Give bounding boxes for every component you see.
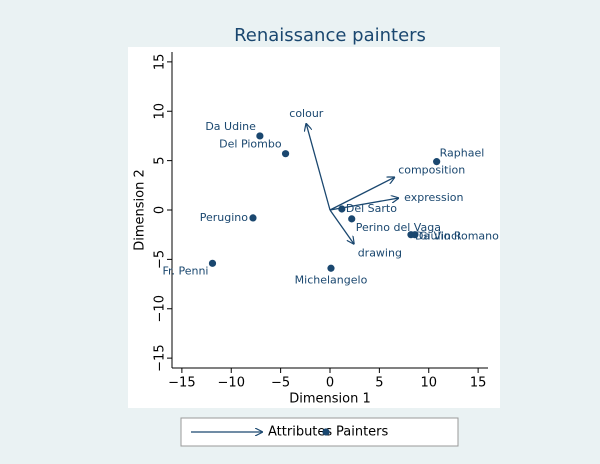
- painter-point: [281, 150, 290, 158]
- attribute-label: composition: [398, 163, 465, 176]
- legend-label: Painters: [336, 425, 389, 440]
- x-tick-label: 15: [470, 376, 487, 391]
- x-tick-label: −15: [168, 376, 195, 391]
- painter-point: [338, 205, 346, 213]
- painter-point: [348, 215, 356, 223]
- painter-point: [433, 158, 441, 166]
- y-tick-label: −10: [153, 295, 168, 322]
- x-tick-label: −5: [271, 376, 290, 391]
- painter-label: Fr. Penni: [162, 264, 208, 277]
- x-tick-label: 5: [375, 376, 383, 391]
- painter-label: Da Udine: [205, 120, 256, 133]
- y-tick-label: −5: [153, 250, 168, 269]
- painter-label: Michelangelo: [295, 273, 368, 286]
- chart-title: Renaissance painters: [234, 25, 426, 46]
- attribute-label: colour: [289, 107, 324, 120]
- y-tick-label: 0: [153, 206, 168, 214]
- y-tick-label: 15: [153, 54, 168, 71]
- x-tick-label: 10: [420, 376, 437, 391]
- painter-point: [249, 214, 257, 222]
- attribute-arrow: [329, 209, 354, 244]
- x-axis-label: Dimension 1: [289, 392, 371, 407]
- y-tick-label: 10: [153, 103, 168, 120]
- painter-label: Da Vinci: [415, 230, 460, 243]
- painter-label: Del Piombo: [219, 138, 282, 151]
- painter-point: [411, 231, 419, 239]
- painter-label: Del Sarto: [346, 202, 397, 215]
- attribute-label: drawing: [358, 247, 402, 260]
- painter-point: [208, 259, 217, 267]
- legend-point: [322, 428, 330, 436]
- y-tick-label: −15: [153, 344, 168, 371]
- attribute-arrow: [306, 124, 331, 211]
- x-tick-label: −10: [218, 376, 245, 391]
- painter-label: Perugino: [200, 211, 249, 224]
- painter-point: [256, 132, 264, 140]
- legend-label: Attributes: [268, 425, 332, 440]
- y-axis-label: Dimension 2: [133, 169, 148, 251]
- attribute-label: expression: [404, 191, 463, 204]
- graph-region: [128, 47, 500, 408]
- painter-label: Raphael: [440, 147, 485, 160]
- y-tick-label: 5: [153, 156, 168, 164]
- attribute-arrow: [329, 177, 394, 211]
- painter-label: Giulio Romano: [419, 230, 499, 243]
- painter-point: [327, 264, 335, 272]
- x-tick-label: 0: [326, 376, 334, 391]
- painter-label: Perino del Vaga: [356, 221, 441, 234]
